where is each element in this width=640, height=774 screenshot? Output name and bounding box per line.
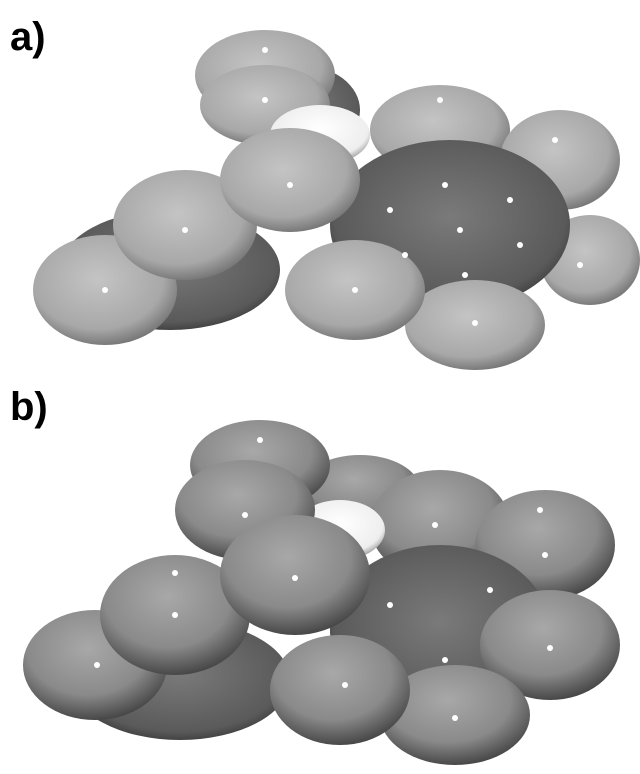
panel-b: b) [10,385,620,765]
panel-label: b) [10,385,48,429]
panel-a: a) [10,15,640,370]
panel-label: a) [10,15,46,59]
figure: a) b) [0,0,640,769]
